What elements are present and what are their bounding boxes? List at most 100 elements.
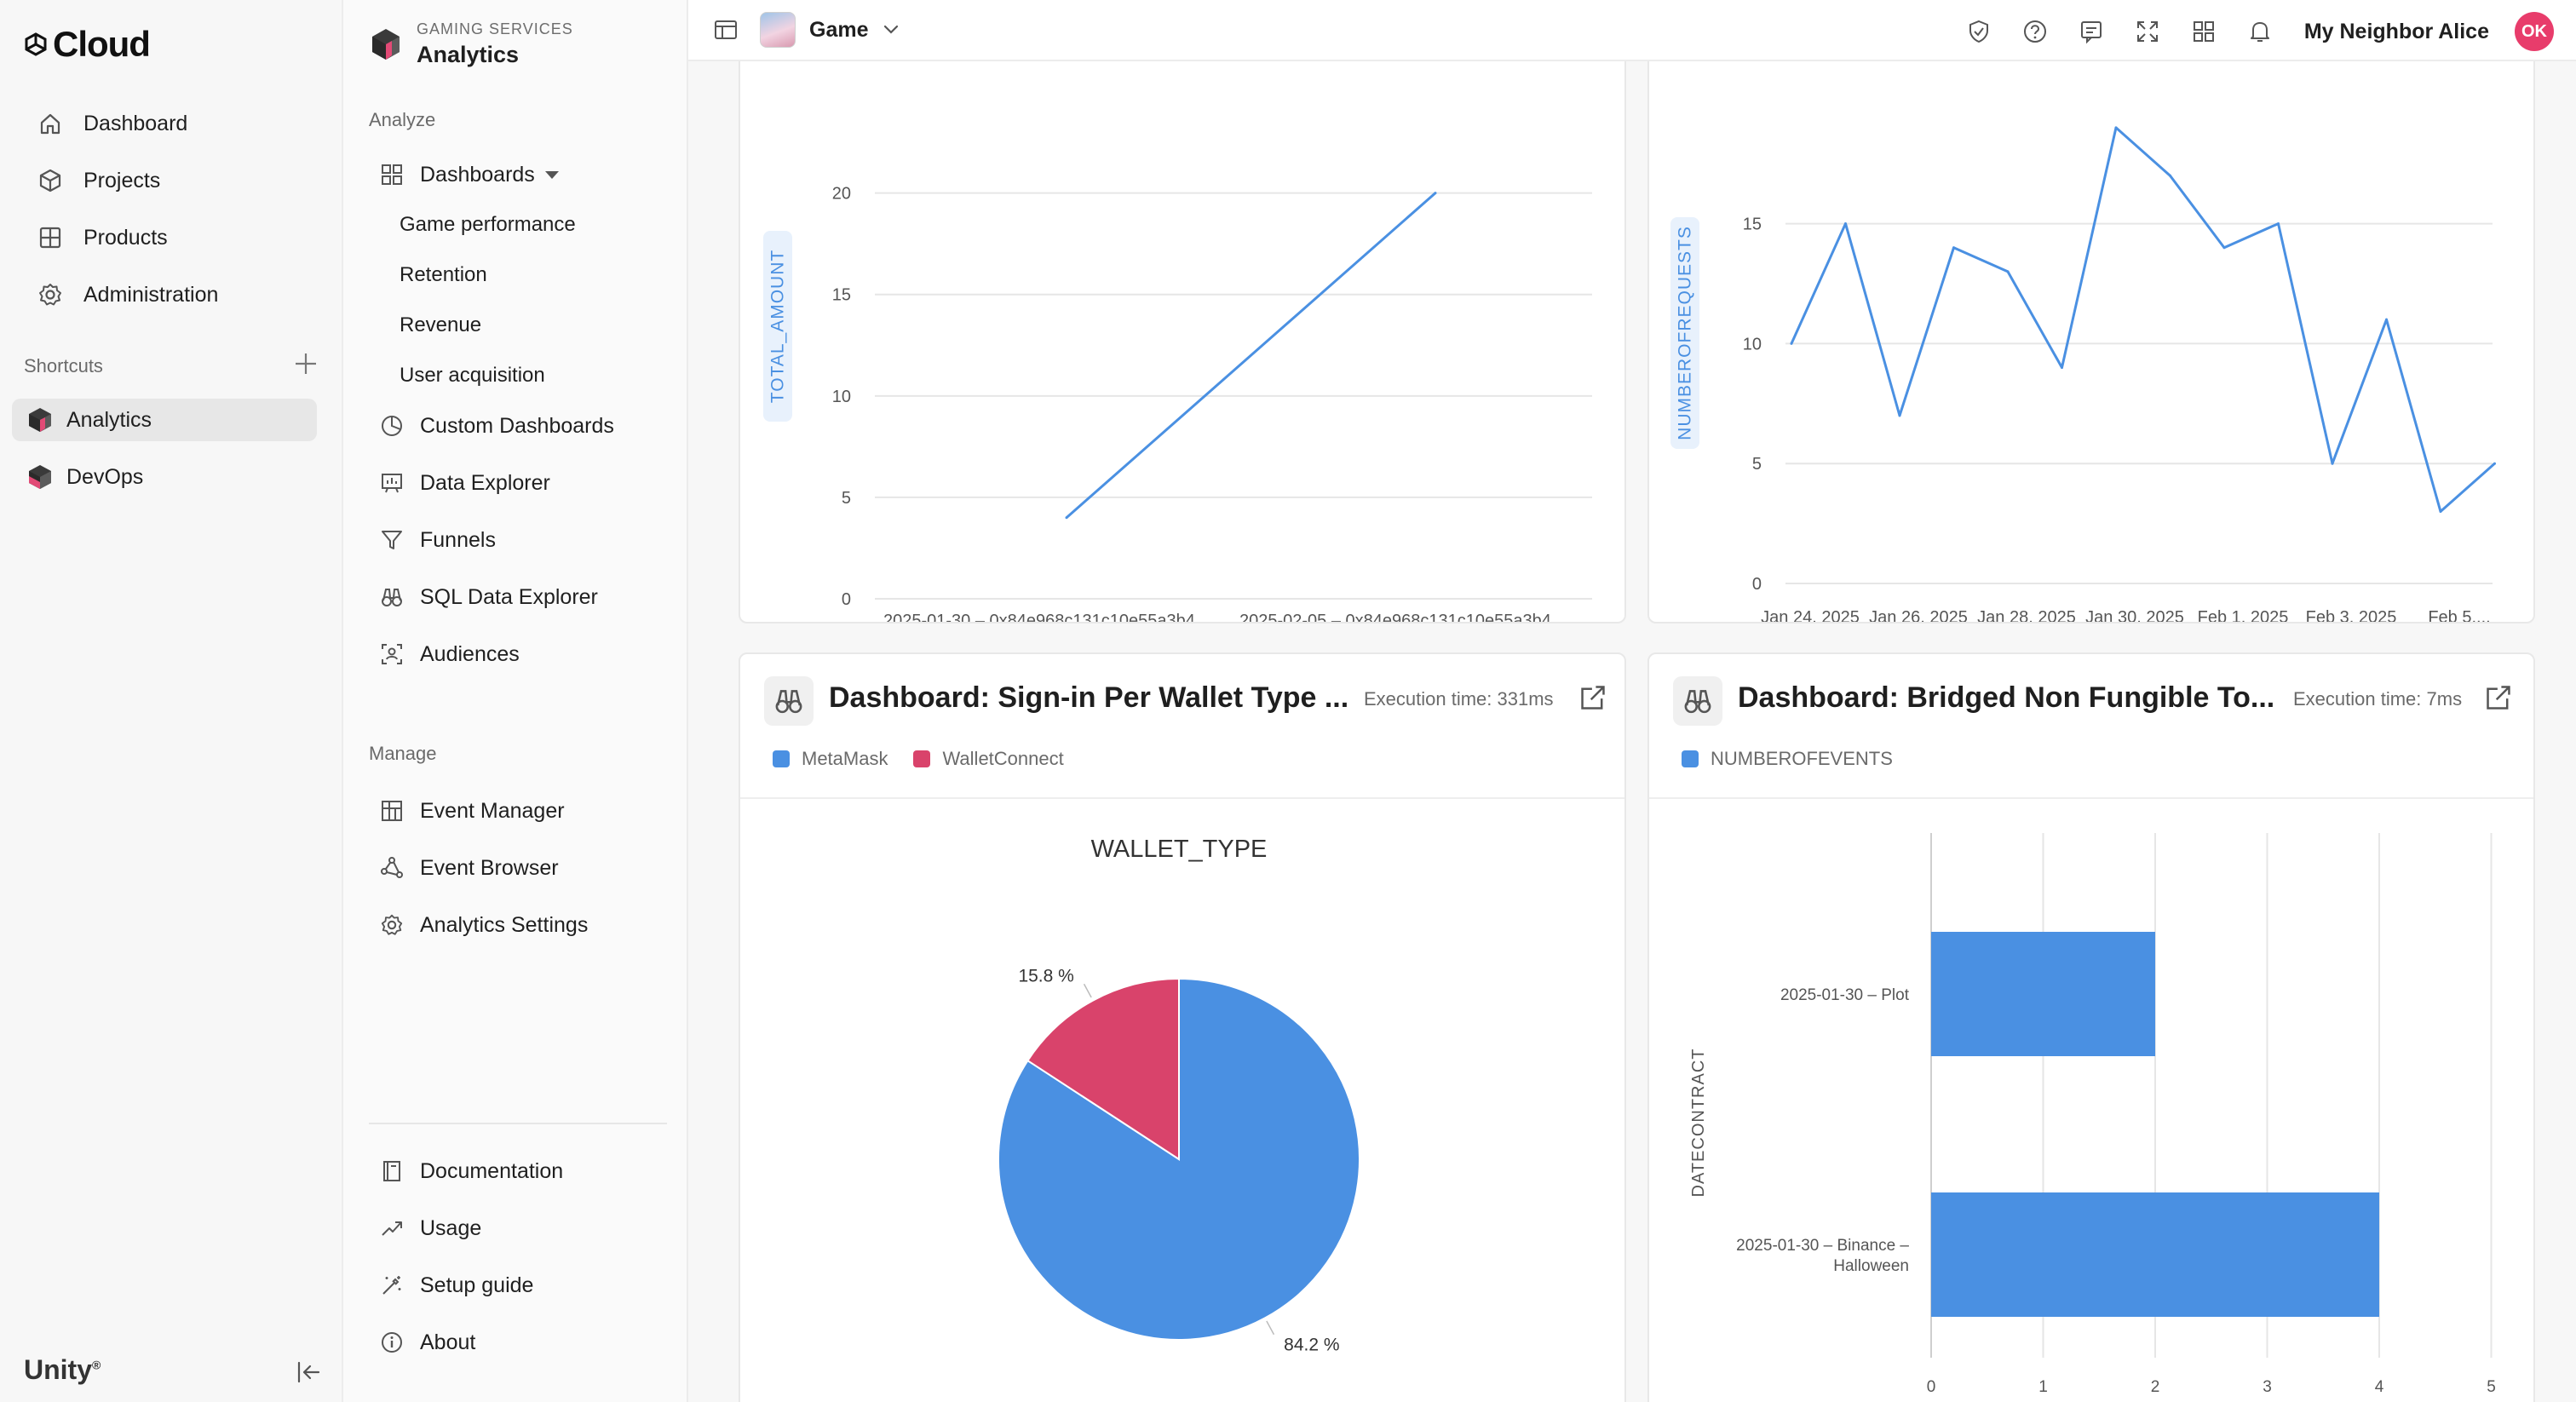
subnav-item-game-performance[interactable]: Game performance xyxy=(377,202,676,248)
nav-item-administration[interactable]: Administration xyxy=(12,272,329,318)
nav-item-label: Administration xyxy=(83,282,219,307)
funnel-icon xyxy=(377,526,406,554)
nav-item-event-browser[interactable]: Event Browser xyxy=(377,845,676,891)
analyze-list: Dashboards Game performance Retention Re… xyxy=(377,152,676,688)
event-browser-icon xyxy=(377,853,406,882)
data-point xyxy=(2114,126,2118,129)
user-avatar[interactable]: OK xyxy=(2515,12,2554,51)
subnav-item-revenue[interactable]: Revenue xyxy=(377,302,676,348)
project-selector[interactable]: Game xyxy=(760,12,900,48)
wand-icon xyxy=(377,1271,406,1300)
subnav-label: Retention xyxy=(400,263,487,286)
execution-time: Execution time: 7ms xyxy=(2293,688,2463,710)
nav-item-audiences[interactable]: Audiences xyxy=(377,631,676,677)
x-tick-label: Jan 30, 2025 xyxy=(2085,608,2184,623)
y-tick-label: 10 xyxy=(1743,335,1762,353)
data-point xyxy=(1065,516,1068,520)
nav-item-analytics-settings[interactable]: Analytics Settings xyxy=(377,902,676,948)
dashboards-grid-icon xyxy=(377,160,406,189)
y-axis-label: NUMBEROFREQUESTS xyxy=(1676,226,1695,440)
manage-section-label: Manage xyxy=(369,743,437,764)
pie-slice-walletconnect xyxy=(1026,977,1180,1161)
external-link-icon xyxy=(1581,686,1605,710)
card-title[interactable]: Dashboard: Sign-in Per Wallet Type ... xyxy=(829,681,1349,714)
security-button[interactable] xyxy=(1964,16,1994,47)
apps-button[interactable] xyxy=(2188,16,2219,47)
x-tick-label: 5 xyxy=(2487,1378,2496,1396)
nav-item-dashboard[interactable]: Dashboard xyxy=(12,101,329,147)
shortcuts-header: Shortcuts xyxy=(24,351,319,382)
pie-value-label: 15.8 % xyxy=(1018,967,1073,986)
series-line xyxy=(1790,126,2496,514)
shortcut-devops[interactable]: DevOps xyxy=(12,456,317,498)
open-external-button[interactable] xyxy=(1578,683,1609,714)
cloud-logo[interactable]: Cloud xyxy=(24,24,151,65)
add-shortcut-button[interactable] xyxy=(293,351,319,382)
legend-swatch xyxy=(1682,750,1699,767)
x-tick-label: 3 xyxy=(2263,1378,2272,1396)
shortcuts-label: Shortcuts xyxy=(24,355,103,376)
collapse-sidebar-button[interactable] xyxy=(295,1358,324,1387)
nav-item-custom-dashboards[interactable]: Custom Dashboards xyxy=(377,403,676,449)
x-tick-label: 2025-01-30 – 0x84e968c131c10e55a3b4... xyxy=(883,612,1210,623)
nav-item-funnels[interactable]: Funnels xyxy=(377,517,676,563)
nav-item-event-manager[interactable]: Event Manager xyxy=(377,788,676,834)
nav-item-dashboards[interactable]: Dashboards xyxy=(377,152,676,198)
apps-grid-icon xyxy=(2193,21,2214,42)
nav-item-data-explorer[interactable]: Data Explorer xyxy=(377,460,676,506)
service-nav: GAMING SERVICES Analytics Analyze Dashbo… xyxy=(343,0,688,1402)
card-header: Dashboard: Bridged Non Fungible To... Ex… xyxy=(1649,654,2533,799)
messages-button[interactable] xyxy=(2076,16,2107,47)
notifications-button[interactable] xyxy=(2245,16,2275,47)
x-tick-label: Feb 1, 2025 xyxy=(2198,608,2289,623)
collapse-left-icon xyxy=(297,1361,320,1383)
card-title[interactable]: Dashboard: Bridged Non Fungible To... xyxy=(1738,681,2275,714)
nav-item-usage[interactable]: Usage xyxy=(377,1205,676,1251)
toggle-panel-button[interactable] xyxy=(710,14,741,45)
nav-item-label: Dashboard xyxy=(83,111,188,135)
global-nav: Cloud Dashboard Projects Products xyxy=(0,0,343,1402)
settings-icon xyxy=(377,911,406,939)
subnav-item-retention[interactable]: Retention xyxy=(377,252,676,298)
sidebar-toggle-icon xyxy=(715,20,737,39)
subnav-item-user-acquisition[interactable]: User acquisition xyxy=(377,353,676,399)
top-bar: Game My Neighbor Alice O xyxy=(688,0,2576,61)
x-tick-label: Jan 24, 2025 xyxy=(1761,608,1860,623)
external-link-icon xyxy=(2487,686,2510,710)
x-tick-label: Feb 5,... xyxy=(2428,608,2490,623)
help-button[interactable] xyxy=(2020,16,2050,47)
nav-item-label: Projects xyxy=(83,168,161,192)
open-external-button[interactable] xyxy=(2484,683,2515,714)
x-tick-label: 0 xyxy=(1927,1378,1936,1396)
fullscreen-button[interactable] xyxy=(2132,16,2163,47)
data-point xyxy=(2061,366,2063,370)
org-name[interactable]: My Neighbor Alice xyxy=(2303,19,2489,43)
bar-chart-bridged-nft: 0 1 2 3 4 5 2025-01-30 – Plot 2025-01-30 – Bina… xyxy=(1689,833,2496,1396)
analytics-cube-icon xyxy=(26,405,55,434)
nav-item-products[interactable]: Products xyxy=(12,215,329,261)
nav-item-projects[interactable]: Projects xyxy=(12,158,329,204)
legend-item-metamask[interactable]: MetaMask xyxy=(773,748,888,770)
nav-item-label: Setup guide xyxy=(420,1273,534,1297)
brand-name: Cloud xyxy=(53,24,151,64)
nav-item-setup-guide[interactable]: Setup guide xyxy=(377,1262,676,1308)
nav-item-about[interactable]: About xyxy=(377,1319,676,1365)
unity-cube-icon xyxy=(25,32,47,56)
footer-list: Documentation Usage Setup guide About xyxy=(377,1148,676,1376)
data-point xyxy=(2222,246,2226,250)
shortcut-analytics[interactable]: Analytics xyxy=(12,399,317,441)
data-point xyxy=(1952,246,1955,250)
nav-item-documentation[interactable]: Documentation xyxy=(377,1148,676,1194)
data-point xyxy=(1434,192,1437,195)
expand-icon xyxy=(2136,21,2158,42)
legend-item-walletconnect[interactable]: WalletConnect xyxy=(913,748,1064,770)
data-point xyxy=(1898,414,1901,417)
data-point xyxy=(2277,222,2280,226)
inbox-icon xyxy=(2080,21,2102,44)
nav-item-label: Event Browser xyxy=(420,855,559,880)
nav-item-sql-data-explorer[interactable]: SQL Data Explorer xyxy=(377,574,676,620)
nav-item-label: Event Manager xyxy=(420,798,565,823)
legend-item-numberofevents[interactable]: NUMBEROFEVENTS xyxy=(1682,748,1893,770)
chart-card-bridged-nft: Dashboard: Bridged Non Fungible To... Ex… xyxy=(1647,652,2535,1402)
legend-label: NUMBEROFEVENTS xyxy=(1711,748,1893,769)
